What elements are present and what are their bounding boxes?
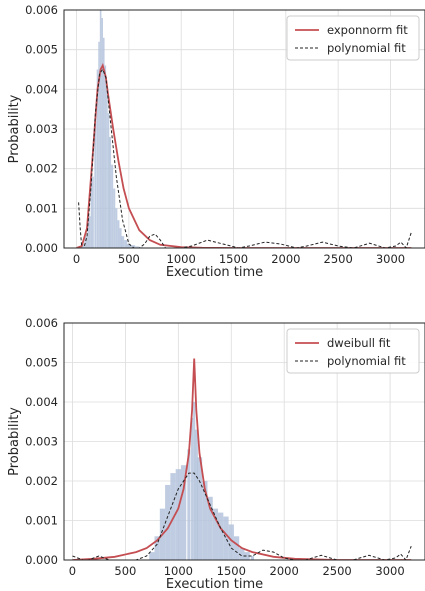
- histogram-bar: [218, 512, 224, 560]
- histogram-bar: [94, 121, 97, 248]
- fit-line: [76, 63, 412, 248]
- x-tick-label: 1500: [217, 564, 246, 578]
- y-tick-label: 0.000: [25, 241, 58, 255]
- x-tick-label: 1000: [167, 252, 196, 266]
- x-tick-label: 0: [69, 564, 76, 578]
- histogram-bar: [165, 484, 171, 560]
- y-tick-label: 0.003: [25, 435, 58, 449]
- plot-area: [72, 358, 412, 560]
- histogram-bar: [135, 246, 140, 248]
- y-tick-label: 0.000: [25, 553, 58, 567]
- x-tick-label: 3000: [376, 252, 405, 266]
- x-tick-label: 2000: [270, 564, 299, 578]
- histogram-bar: [87, 216, 91, 248]
- x-axis-label: Execution time: [166, 265, 263, 280]
- legend-box: [286, 328, 420, 374]
- histogram-bar: [111, 164, 114, 248]
- histogram-bar: [202, 481, 208, 560]
- polynomial-fit-line: [72, 472, 412, 560]
- x-tick-label: 500: [118, 252, 140, 266]
- histogram-bar: [126, 244, 131, 248]
- fit-line: [72, 358, 412, 560]
- histogram-bar: [99, 10, 102, 248]
- y-tick-label: 0.004: [25, 395, 58, 409]
- y-tick-label: 0.003: [25, 122, 58, 136]
- histogram-bar: [107, 113, 110, 248]
- histogram-bar: [104, 65, 107, 248]
- x-tick-label: 3000: [375, 564, 404, 578]
- y-tick-label: 0.001: [25, 201, 58, 215]
- histogram-bar: [175, 469, 181, 560]
- histogram-bar: [207, 496, 213, 560]
- y-tick-label: 0.006: [25, 316, 58, 330]
- histogram-bar: [121, 236, 125, 248]
- histogram-bar: [96, 69, 99, 248]
- y-axis-label: Probability: [7, 94, 22, 163]
- histogram-bar: [191, 417, 194, 560]
- plot-area: [76, 10, 412, 248]
- y-tick-label: 0.006: [25, 3, 58, 17]
- x-tick-label: 500: [114, 564, 136, 578]
- histogram-bar: [90, 176, 94, 248]
- x-tick-label: 2000: [271, 252, 300, 266]
- y-tick-label: 0.002: [25, 474, 58, 488]
- histogram-bar: [119, 228, 122, 248]
- histogram-bar: [149, 552, 155, 560]
- y-tick-label: 0.004: [25, 82, 58, 96]
- x-tick-label: 2500: [324, 252, 353, 266]
- histogram-bar: [81, 244, 85, 248]
- histogram-bar: [124, 240, 128, 248]
- legend-label: exponnorm fit: [327, 23, 408, 37]
- histogram-bar: [106, 89, 108, 248]
- histogram-bar: [212, 508, 219, 560]
- axes-frame: [63, 322, 425, 561]
- histogram-bar: [108, 136, 112, 248]
- x-tick-label: 1500: [219, 252, 248, 266]
- x-tick-label: 1000: [164, 564, 193, 578]
- histogram-bar: [113, 188, 116, 248]
- y-tick-label: 0.001: [25, 514, 58, 528]
- histogram-bar: [193, 402, 196, 560]
- histogram-bar: [194, 429, 198, 560]
- histogram-bar: [250, 556, 255, 560]
- chart-bottom: 0 500 1000 1500 2000 2500 3000 0.000 0.001 0.002 0…: [7, 316, 425, 591]
- histogram-bar: [101, 17, 103, 248]
- axes-frame: [63, 9, 425, 249]
- x-tick-label: 0: [73, 252, 80, 266]
- legend-label: polynomial fit: [327, 41, 406, 55]
- y-tick-label: 0.002: [25, 162, 58, 176]
- y-tick-label: 0.005: [25, 43, 58, 57]
- histogram-bar: [187, 449, 191, 560]
- histogram-bar: [84, 236, 88, 248]
- histogram-bar: [239, 548, 245, 560]
- histogram-bar: [196, 457, 203, 560]
- y-axis-label: Probability: [7, 407, 22, 476]
- histogram-bar: [223, 516, 229, 560]
- y-tick-label: 0.005: [25, 356, 58, 370]
- histogram-bar: [102, 37, 105, 248]
- histogram-bar: [98, 41, 100, 248]
- histogram-bar: [228, 524, 234, 560]
- histogram-bar: [233, 536, 240, 560]
- histogram-bar: [154, 536, 160, 560]
- chart-top: 0 500 1000 1500 2000 2500 3000 0.000 0.001 0.002 0…: [7, 3, 425, 280]
- legend-box: [286, 15, 420, 61]
- histogram-bar: [244, 552, 250, 560]
- legend-label: polynomial fit: [327, 354, 406, 368]
- x-tick-label: 2500: [322, 564, 351, 578]
- histogram-bar: [180, 465, 187, 560]
- histogram-bar: [115, 208, 118, 248]
- histogram-bar: [117, 220, 120, 248]
- legend-label: dweibull fit: [327, 336, 391, 350]
- x-axis-label: Execution time: [166, 577, 263, 591]
